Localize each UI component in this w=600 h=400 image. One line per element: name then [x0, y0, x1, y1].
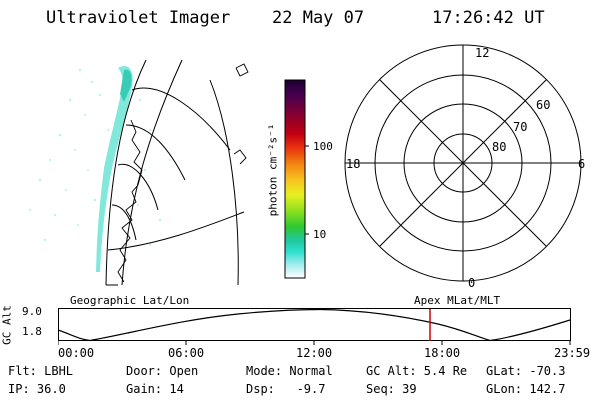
polar-lat-70: 70 — [513, 120, 528, 134]
status-ip: IP: 36.0 — [8, 382, 66, 396]
polar-lat-60: 60 — [536, 98, 551, 112]
geographic-image-panel — [29, 59, 249, 286]
header-date: 22 May 07 — [272, 8, 365, 28]
colorbar-label: photon cm⁻²s⁻¹ — [266, 123, 280, 217]
altitude-ytick-9: 9.0 — [22, 305, 42, 318]
altitude-ylabel: GC Alt — [0, 305, 14, 345]
colorbar-tick-10: 10 — [313, 228, 327, 241]
status-glon: GLon: 142.7 — [486, 382, 566, 396]
altitude-xtick-0600: 06:00 — [168, 346, 205, 360]
status-mode: Mode: Normal — [246, 364, 333, 378]
status-seq: Seq: 39 — [366, 382, 417, 396]
polar-mlt-18: 18 — [346, 157, 361, 171]
status-gain: Gain: 14 — [126, 382, 184, 396]
polar-mlt-0: 0 — [468, 276, 476, 290]
altitude-xtick-1800: 18:00 — [424, 346, 461, 360]
polar-mlt-6: 6 — [578, 157, 586, 171]
colorbar-scale — [284, 79, 306, 279]
status-filter: Flt: LBHL — [8, 364, 74, 378]
altitude-xtick-0000: 00:00 — [58, 346, 95, 360]
altitude-left-title: Geographic Lat/Lon — [70, 294, 190, 307]
status-gc-alt: GC Alt: 5.4 Re — [366, 364, 468, 378]
status-door: Door: Open — [126, 364, 199, 378]
altitude-xtick-2359: 23:59 — [554, 346, 591, 360]
altitude-strip — [58, 308, 571, 345]
altitude-ytick-1-8: 1.8 — [22, 325, 42, 338]
altitude-right-title: Apex MLat/MLT — [414, 294, 501, 307]
polar-plot — [344, 44, 582, 282]
polar-diagonal-b — [379, 79, 547, 247]
aurora-emission — [29, 66, 171, 272]
status-glat: GLat: -70.3 — [486, 364, 566, 378]
status-dsp: Dsp: -9.7 — [246, 382, 326, 396]
coastline — [117, 63, 249, 283]
altitude-curve — [58, 308, 571, 342]
colorbar-tick-100: 100 — [313, 140, 333, 153]
lat-lon-grid — [105, 59, 245, 286]
polar-lat-80: 80 — [492, 140, 507, 154]
colorbar — [284, 79, 309, 279]
altitude-xtick-1200: 12:00 — [296, 346, 333, 360]
polar-mlt-12: 12 — [475, 46, 490, 60]
header-time: 17:26:42 UT — [432, 8, 545, 28]
instrument-title: Ultraviolet Imager — [46, 8, 231, 28]
